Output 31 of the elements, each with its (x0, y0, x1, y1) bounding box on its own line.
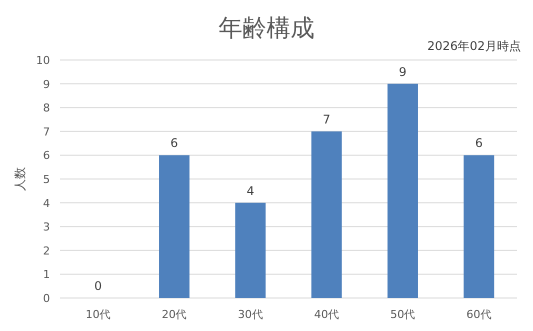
y-tick-label: 1 (43, 268, 50, 282)
y-tick-label: 9 (43, 78, 50, 91)
x-tick-label: 60代 (466, 308, 492, 321)
y-tick-label: 4 (43, 196, 50, 210)
x-tick-label: 50代 (390, 308, 416, 321)
bar (388, 84, 418, 298)
y-tick-label: 0 (43, 292, 50, 305)
chart-subtitle: 2026年02月時点 (427, 39, 521, 53)
bar (464, 155, 494, 298)
chart-title: 年齢構成 (218, 14, 314, 42)
x-tick-label: 30代 (238, 308, 263, 321)
y-tick-label: 3 (43, 220, 50, 234)
bar (311, 131, 342, 298)
data-label: 0 (94, 279, 102, 293)
y-tick-label: 5 (43, 173, 50, 186)
y-tick-label: 10 (36, 54, 50, 67)
y-tick-label: 8 (43, 102, 50, 115)
data-label: 6 (170, 136, 178, 150)
data-label: 4 (246, 184, 254, 198)
x-tick-label: 40代 (314, 308, 340, 321)
data-label: 7 (322, 112, 330, 126)
y-tick-label: 2 (43, 244, 50, 258)
y-axis-title: 人数 (13, 167, 27, 191)
x-tick-label: 10代 (86, 308, 111, 321)
y-tick-label: 7 (43, 125, 50, 138)
bar (159, 155, 190, 298)
bar (235, 202, 266, 298)
data-label: 6 (475, 136, 483, 150)
x-tick-label: 20代 (162, 308, 187, 321)
y-tick-label: 6 (43, 149, 50, 162)
data-label: 9 (398, 64, 407, 79)
